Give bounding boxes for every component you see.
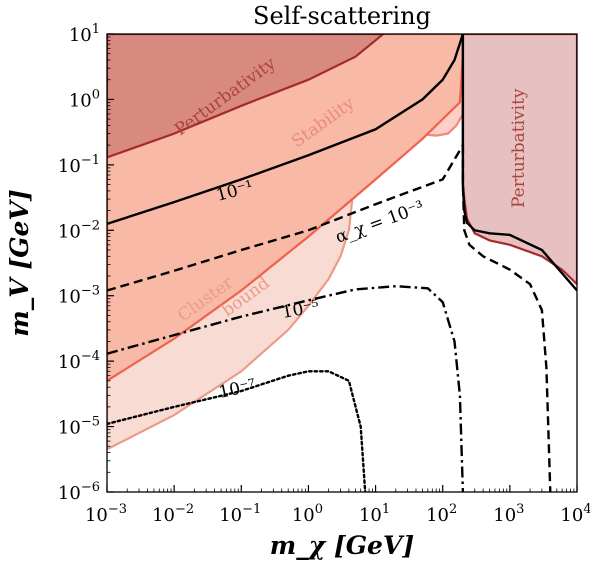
y-tick-label-6: 100 (69, 87, 100, 111)
y-tick-label-0: 10−6 (58, 480, 100, 504)
x-tick-label-1: 10−2 (152, 502, 194, 526)
annotation-perturbativity-right: Perturbativity (509, 88, 529, 208)
y-tick-label-5: 10−1 (58, 153, 100, 177)
y-tick-label-3: 10−3 (58, 284, 100, 308)
x-tick-label-5: 102 (426, 502, 457, 526)
x-tick-label-3: 100 (292, 502, 323, 526)
x-axis-ticks: 10−3 10−2 10−1 100 101 102 103 104 (85, 485, 590, 526)
x-tick-label-4: 101 (359, 502, 390, 526)
y-axis-ticks: 10−6 10−5 10−4 10−3 10−2 10−1 100 101 (58, 22, 114, 504)
x-tick-label-2: 10−1 (219, 502, 261, 526)
x-tick-label-6: 103 (493, 502, 524, 526)
x-axis-label: m_χ [GeV] (270, 531, 414, 560)
y-tick-label-7: 101 (69, 22, 100, 46)
x-tick-label-0: 10−3 (85, 502, 127, 526)
x-tick-label-7: 104 (560, 502, 590, 526)
y-tick-label-2: 10−4 (58, 349, 100, 373)
y-axis-label: m_V [GeV] (5, 189, 34, 336)
chart-title: Self-scattering (253, 2, 431, 30)
y-tick-label-4: 10−2 (58, 218, 100, 242)
y-tick-label-1: 10−5 (58, 415, 100, 439)
